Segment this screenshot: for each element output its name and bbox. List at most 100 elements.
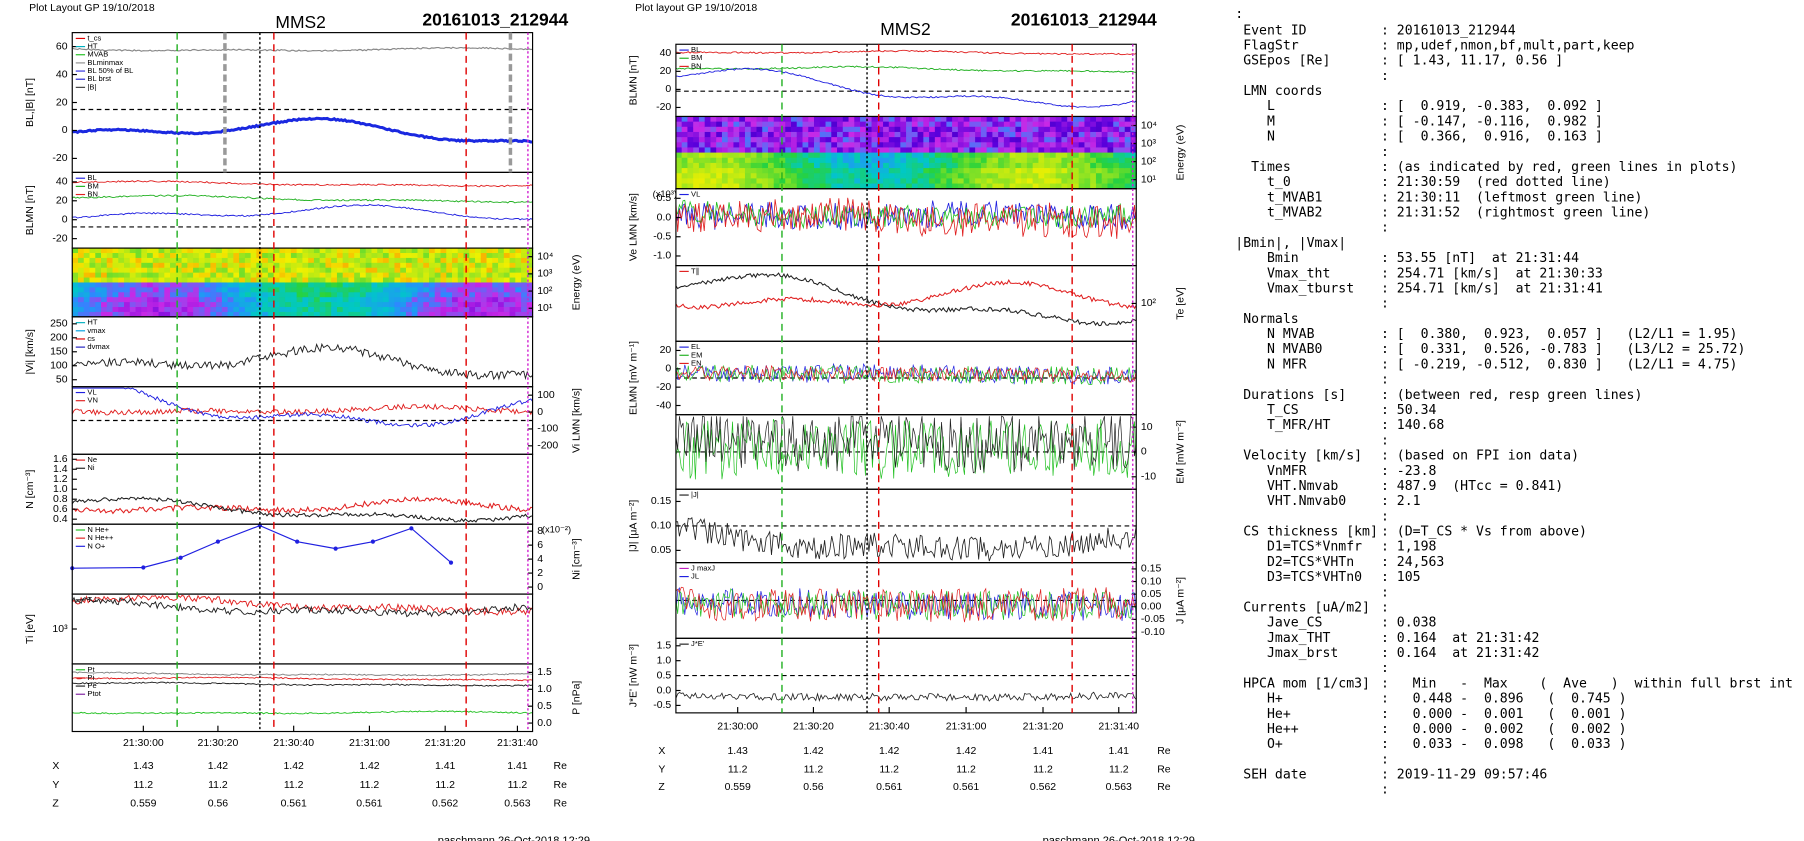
spectrogram-cell — [1061, 152, 1068, 159]
spectrogram-cell — [1026, 131, 1034, 138]
spectrogram-cell — [135, 272, 142, 279]
spectrogram-cell — [698, 183, 706, 190]
spectrogram-cell — [900, 137, 907, 143]
spectrogram-cell — [175, 272, 183, 279]
spectrogram-cell — [377, 248, 384, 254]
spectrogram-cell — [975, 121, 982, 128]
spectrogram-cell — [877, 168, 884, 174]
spectrogram-cell — [273, 287, 280, 293]
spectrogram-cell — [429, 297, 436, 303]
trace — [71, 594, 533, 617]
spectrogram-cell — [1130, 152, 1137, 159]
spectrogram-cell — [1009, 137, 1016, 143]
spectrogram-cell — [262, 287, 269, 293]
spectrogram-cell — [865, 147, 873, 154]
spectrogram-cell — [687, 116, 694, 123]
spectrogram-cell — [721, 168, 729, 174]
spectrogram-cell — [227, 248, 234, 254]
spectrogram-cell — [681, 152, 689, 159]
spectrogram-cell — [796, 157, 804, 164]
spectrogram-cell — [411, 248, 419, 254]
y-tick-label: 40 — [660, 48, 672, 59]
spectrogram-cell — [348, 262, 355, 269]
spectrogram-cell — [227, 297, 234, 303]
spectrogram-cell — [382, 307, 390, 313]
spectrogram-cell — [1044, 162, 1051, 169]
spectrogram-cell — [417, 248, 424, 254]
spectrogram-cell — [434, 292, 442, 298]
spectrogram-cell — [434, 282, 442, 288]
x-tick-label: 21:31:00 — [946, 722, 987, 733]
spectrogram-cell — [675, 142, 683, 149]
position-label: Z — [52, 798, 59, 809]
spectrogram-cell — [434, 297, 442, 303]
spectrogram-cell — [733, 183, 740, 190]
spectrogram-cell — [382, 311, 390, 318]
spectrogram-cell — [498, 307, 505, 313]
spectrogram-cell — [221, 277, 229, 284]
spectrogram-cell — [1095, 157, 1103, 164]
legend-label: BN — [691, 61, 702, 70]
spectrogram-cell — [348, 257, 355, 264]
spectrogram-cell — [336, 287, 344, 293]
spectrogram-cell — [210, 287, 217, 293]
spectrogram-cell — [1090, 142, 1097, 149]
spectrogram-cell — [302, 282, 309, 288]
spectrogram-cell — [239, 311, 246, 318]
spectrogram-cell — [325, 248, 332, 254]
spectrogram-cell — [854, 173, 861, 179]
spectrogram-cell — [95, 262, 102, 269]
spectrogram-cell — [95, 253, 102, 259]
spectrogram-cell — [147, 282, 154, 288]
spectrogram-cell — [975, 157, 982, 164]
spectrogram-cell — [762, 137, 769, 143]
spectrogram-cell — [457, 253, 465, 259]
spectrogram-cell — [250, 277, 257, 284]
spectrogram-cell — [986, 142, 993, 149]
spectrogram-cell — [1084, 157, 1091, 164]
y-tick-label: 0 — [537, 582, 543, 593]
spectrogram-cell — [1084, 183, 1091, 190]
spectrogram-cell — [377, 282, 384, 288]
spectrogram-cell — [290, 272, 298, 279]
spectrogram-cell — [980, 126, 988, 133]
spectrogram-cell — [147, 257, 154, 264]
spectrogram-cell — [1038, 147, 1045, 154]
spectrogram-cell — [808, 126, 815, 133]
spectrogram-cell — [952, 157, 959, 164]
spectrogram-cell — [423, 307, 430, 313]
spectrogram-cell — [710, 131, 717, 138]
spectrogram-cell — [687, 147, 694, 154]
spectrogram-cell — [423, 248, 430, 254]
spectrogram-cell — [750, 142, 758, 149]
spectrogram-cell — [1113, 157, 1120, 164]
spectrogram-cell — [348, 287, 355, 293]
spectrogram-cell — [739, 178, 746, 185]
spectrogram-cell — [101, 302, 108, 308]
spectrogram-cell — [193, 262, 200, 269]
spectrogram-cell — [492, 287, 499, 293]
spectrogram-cell — [72, 262, 79, 269]
probe-title: MMS2 — [880, 19, 930, 39]
spectrogram-cell — [1084, 121, 1091, 128]
spectrogram-cell — [1044, 178, 1051, 185]
spectrogram-cell — [440, 272, 447, 279]
spectrogram-cell — [72, 292, 79, 298]
spectrogram-cell — [388, 272, 396, 279]
spectrogram-cell — [854, 147, 861, 154]
spectrogram-cell — [952, 152, 959, 159]
spectrogram-cell — [279, 267, 286, 274]
spectrogram-cell — [934, 116, 942, 123]
spectrogram-cell — [1044, 137, 1051, 143]
spectrogram-cell — [164, 262, 171, 269]
spectrogram-cell — [106, 272, 114, 279]
spectrogram-cell — [1107, 116, 1114, 123]
spectrogram-cell — [498, 248, 505, 254]
spectrogram-cell — [498, 302, 505, 308]
spectrogram-cell — [814, 178, 821, 185]
spectrogram-cell — [388, 262, 396, 269]
spectrogram-cell — [515, 262, 522, 269]
position-value: 1.42 — [803, 746, 824, 757]
spectrogram-cell — [175, 262, 183, 269]
spectrogram-cell — [221, 287, 229, 293]
